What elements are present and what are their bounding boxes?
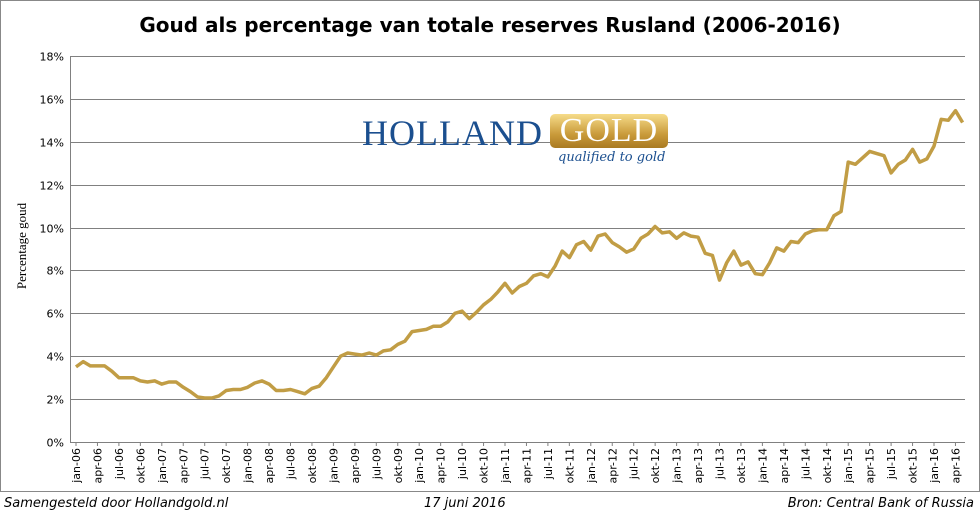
x-tick-label: jan-10 bbox=[413, 448, 426, 484]
x-tick-label: jan-06 bbox=[70, 448, 83, 484]
x-tick-label: okt-09 bbox=[392, 448, 405, 483]
x-tick-label: jan-08 bbox=[242, 448, 255, 484]
logo-word-gold: GOLD bbox=[550, 114, 668, 148]
x-tick-label: jan-16 bbox=[928, 448, 941, 484]
x-tick-label: apr-12 bbox=[606, 448, 619, 484]
series-line-percentage-goud bbox=[74, 108, 965, 400]
x-tick-label: apr-16 bbox=[949, 448, 962, 484]
x-tick-label: okt-07 bbox=[220, 448, 233, 483]
y-tick-label: 2% bbox=[47, 394, 64, 407]
logo-tagline: qualified to gold bbox=[558, 150, 666, 165]
x-tick-label: jul-10 bbox=[456, 448, 469, 480]
x-tick-label: jan-14 bbox=[756, 448, 769, 484]
x-tick-label: jul-06 bbox=[113, 448, 126, 480]
logo-word-holland: HOLLAND bbox=[362, 113, 543, 153]
x-tick-label: jul-13 bbox=[714, 448, 727, 480]
footer-date: 17 juni 2016 bbox=[424, 496, 506, 511]
y-tick-label: 6% bbox=[47, 308, 64, 321]
x-tick-label: jan-11 bbox=[499, 448, 512, 484]
x-tick-label: apr-09 bbox=[349, 448, 362, 484]
y-tick-label: 16% bbox=[40, 94, 64, 107]
x-tick-label: apr-13 bbox=[692, 448, 705, 484]
x-tick-label: jul-11 bbox=[542, 448, 555, 480]
x-tick-label: okt-14 bbox=[821, 448, 834, 483]
x-tick-label: okt-10 bbox=[478, 448, 491, 483]
x-tick-label: okt-12 bbox=[649, 448, 662, 483]
footer-source: Bron: Central Bank of Russia bbox=[787, 496, 974, 511]
x-tick-label: apr-07 bbox=[177, 448, 190, 484]
x-tick-label: okt-08 bbox=[306, 448, 319, 483]
x-tick-label: apr-08 bbox=[263, 448, 276, 484]
x-tick-label: okt-06 bbox=[134, 448, 147, 483]
y-tick-label: 14% bbox=[40, 137, 64, 150]
x-tick-label: apr-14 bbox=[778, 448, 791, 484]
y-tick-label: 12% bbox=[40, 180, 64, 193]
x-tick-label: jul-14 bbox=[799, 448, 812, 480]
chart-title: Goud als percentage van totale reserves … bbox=[139, 13, 841, 37]
x-tick-label: apr-15 bbox=[864, 448, 877, 484]
y-tick-label: 8% bbox=[47, 265, 64, 278]
y-tick-label: 4% bbox=[47, 351, 64, 364]
x-tick-label: jul-08 bbox=[285, 448, 298, 480]
y-tick-label: 18% bbox=[40, 51, 64, 64]
footer-credit: Samengesteld door Hollandgold.nl bbox=[4, 496, 229, 511]
x-tick-label: jul-12 bbox=[628, 448, 641, 480]
x-tick-label: jul-15 bbox=[885, 448, 898, 480]
x-tick-label: okt-15 bbox=[907, 448, 920, 483]
x-tick-label: jan-07 bbox=[156, 448, 169, 484]
x-tick-label: apr-06 bbox=[91, 448, 104, 484]
y-tick-label: 0% bbox=[47, 437, 64, 450]
x-tick-label: jan-12 bbox=[585, 448, 598, 484]
x-tick-label: apr-11 bbox=[520, 448, 533, 484]
x-tick-label: jul-09 bbox=[370, 448, 383, 480]
plot-area: 0% 2% 4% 6% 8% 10% 12% 14% 16% 18% jan-06 apr-06 jul… bbox=[40, 51, 965, 484]
x-tick-label: jul-07 bbox=[199, 448, 212, 480]
x-tick-label: jan-15 bbox=[842, 448, 855, 484]
x-tick-label: okt-13 bbox=[735, 448, 748, 483]
x-tick-label: jan-09 bbox=[327, 448, 340, 484]
x-tick-label: apr-10 bbox=[435, 448, 448, 484]
x-tick-label: jan-13 bbox=[671, 448, 684, 484]
y-tick-label: 10% bbox=[40, 223, 64, 236]
x-tick-label: okt-11 bbox=[563, 448, 576, 483]
